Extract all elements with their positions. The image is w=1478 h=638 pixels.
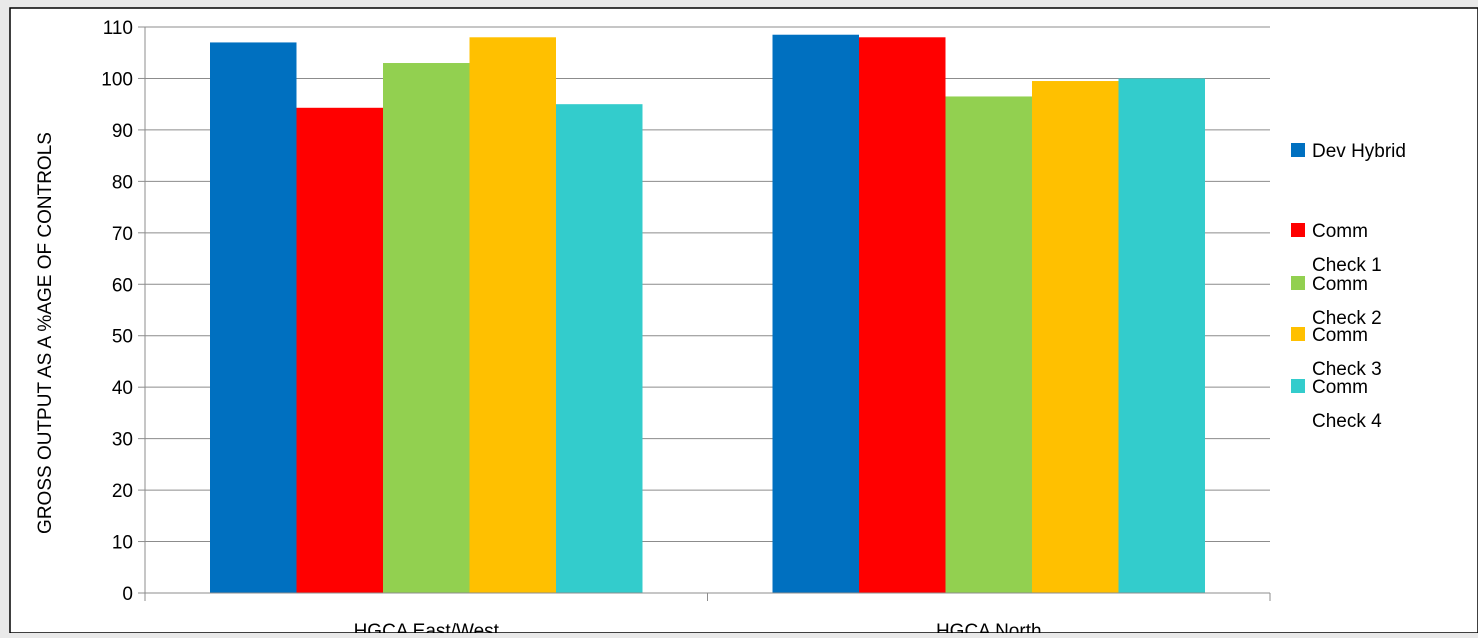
legend-label: Comm	[1312, 325, 1368, 346]
y-tick-label: 50	[112, 327, 133, 348]
y-axis-title: GROSS OUTPUT AS A %AGE OF CONTROLS	[35, 132, 56, 534]
bar	[859, 37, 946, 594]
legend-swatch	[1291, 379, 1305, 393]
bar	[556, 104, 643, 593]
legend-label: Comm	[1312, 274, 1368, 295]
legend-swatch	[1291, 276, 1305, 290]
y-tick-label: 0	[122, 584, 133, 605]
legend-item: Comm Check 1	[1291, 221, 1382, 276]
y-tick-label: 110	[103, 18, 133, 39]
bar	[383, 63, 470, 593]
bar	[296, 107, 383, 594]
legend-item: Dev Hybrid	[1291, 141, 1406, 162]
x-tick-label: HGCA East/West	[354, 621, 500, 633]
y-tick-label: 60	[112, 275, 133, 296]
y-tick-labels: 0 10 20 30 40 50 60 70 80 90 100 110	[101, 18, 133, 605]
legend-label: Comm	[1312, 221, 1368, 242]
legend-swatch	[1291, 327, 1305, 341]
legend-item: Comm Check 3	[1291, 325, 1382, 380]
legend-label: Check 1	[1312, 255, 1382, 276]
y-tick-label: 70	[112, 224, 133, 245]
axes	[144, 27, 1271, 601]
y-tick-label: 30	[112, 430, 133, 451]
y-tick-label: 10	[112, 533, 133, 554]
y-tick-label: 40	[112, 378, 133, 399]
legend-label: Check 3	[1312, 359, 1382, 380]
bar	[772, 34, 859, 593]
legend-swatch	[1291, 223, 1305, 237]
legend-item: Comm Check 2	[1291, 274, 1382, 329]
y-tick-label: 100	[101, 69, 133, 90]
y-tick-label: 80	[112, 172, 133, 193]
bar	[945, 96, 1032, 594]
legend-label: Check 4	[1312, 411, 1382, 432]
legend-swatch	[1291, 143, 1305, 157]
x-tick-label: HGCA North	[936, 621, 1042, 633]
bar	[210, 42, 297, 594]
y-tick-label: 90	[112, 121, 133, 142]
bar	[1032, 81, 1119, 593]
bar	[1118, 78, 1205, 594]
bars	[210, 34, 1205, 594]
legend-label: Check 2	[1312, 308, 1382, 329]
bar	[469, 37, 556, 594]
legend-item: Comm Check 4	[1291, 377, 1382, 432]
legend-label: Comm	[1312, 377, 1368, 398]
legend-label: Dev Hybrid	[1312, 141, 1406, 162]
y-tick-label: 20	[112, 481, 133, 502]
